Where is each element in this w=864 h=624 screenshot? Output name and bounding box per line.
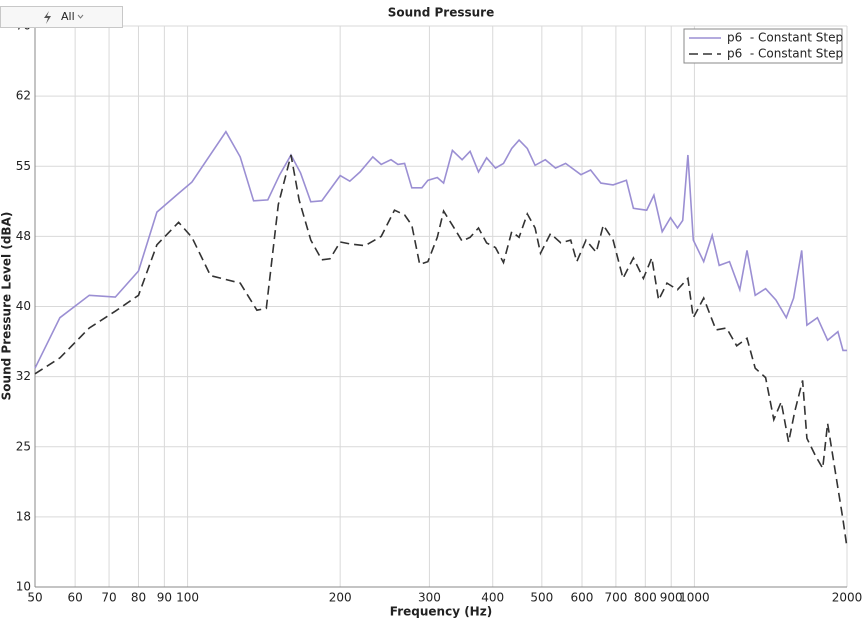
- y-tick-label: 25: [16, 439, 31, 453]
- y-tick-label: 18: [16, 509, 31, 523]
- filter-button[interactable]: All: [0, 6, 123, 28]
- plot-area: 1018253240485562705060708090100200300400…: [16, 19, 863, 605]
- series-line: [34, 154, 848, 548]
- x-axis-title: Frequency (Hz): [390, 605, 492, 619]
- legend-frame: [683, 28, 843, 64]
- button-frame[interactable]: [0, 6, 123, 28]
- y-tick-label: 10: [16, 580, 31, 594]
- y-axis-title: Sound Pressure Level (dBA): [0, 212, 14, 401]
- x-tick-label: 800: [634, 591, 657, 605]
- x-tick-label: 50: [27, 591, 42, 605]
- x-tick-label: 700: [604, 591, 627, 605]
- x-tick-label: 200: [329, 591, 352, 605]
- x-tick-label: 900: [660, 591, 683, 605]
- x-tick-label: 70: [101, 591, 116, 605]
- y-tick-label: 32: [16, 369, 31, 383]
- x-tick-label: 1000: [679, 591, 710, 605]
- dropdown-caret: [77, 14, 84, 19]
- x-tick-label: 80: [131, 591, 146, 605]
- x-tick-label: 300: [418, 591, 441, 605]
- x-tick-label: 600: [571, 591, 594, 605]
- x-tick-label: 2000: [832, 591, 863, 605]
- y-tick-label: 55: [16, 159, 31, 173]
- y-tick-label: 62: [16, 89, 31, 103]
- chart-title: Sound Pressure: [388, 6, 494, 20]
- bolt-icon: [44, 11, 51, 24]
- y-tick-label: 40: [16, 299, 31, 313]
- x-tick-label: 90: [157, 591, 172, 605]
- series-line: [34, 130, 847, 369]
- filter-label[interactable]: All: [61, 10, 75, 23]
- x-tick-label: 400: [481, 591, 504, 605]
- legend-label: p6 - Constant Step: [727, 31, 843, 45]
- x-tick-label: 500: [530, 591, 553, 605]
- legend-label: p6 - Constant Step: [727, 47, 843, 61]
- x-tick-label: 60: [67, 591, 82, 605]
- y-tick-label: 48: [16, 229, 31, 243]
- x-tick-label: 100: [176, 591, 199, 605]
- legend: p6 - Constant Step p6 - Constant Step: [683, 28, 843, 64]
